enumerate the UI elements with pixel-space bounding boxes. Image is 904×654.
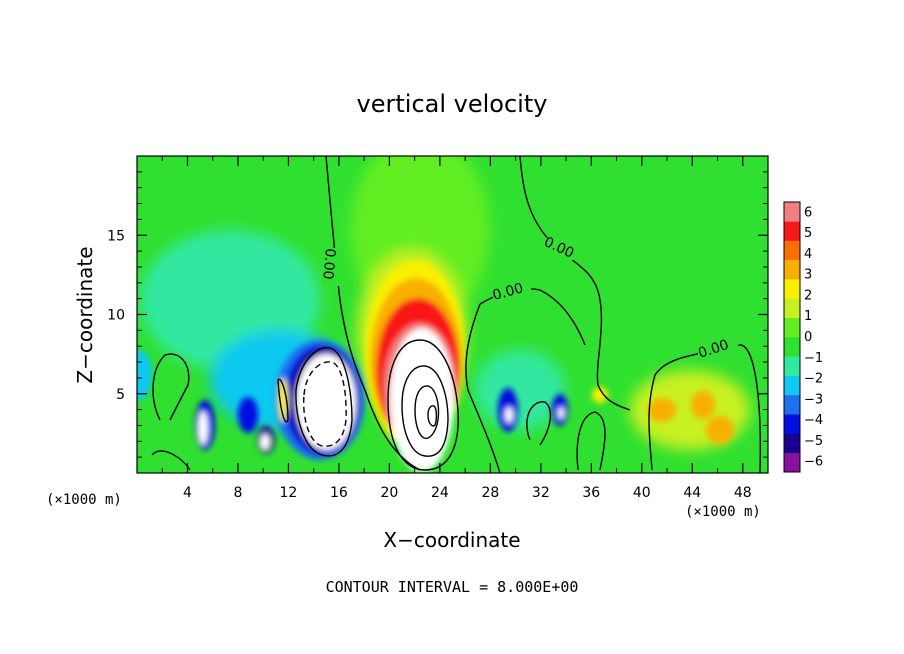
- colorbar-swatch: [784, 221, 800, 241]
- x-tick-label: 24: [431, 485, 449, 501]
- colorbar-swatch: [784, 317, 800, 338]
- y-axis-unit: (×1000 m): [46, 492, 122, 508]
- small-downdraft-3-core: [260, 434, 270, 450]
- colorbar-swatch: [784, 414, 800, 434]
- colorbar-tick-label: −2: [804, 372, 823, 387]
- contour-labels: 0.00 0.00 0.00 0.00: [319, 234, 738, 362]
- x-tick-label: 4: [183, 485, 192, 501]
- contour-label-bg-3: [493, 280, 531, 300]
- contour-label-1: 0.00: [319, 248, 338, 280]
- chart-title: vertical velocity: [357, 90, 548, 118]
- y-axis-ticks: 5 10 15: [107, 171, 768, 458]
- x-tick-label: 36: [582, 485, 600, 501]
- warm-orange-3: [706, 416, 734, 444]
- colorbar-swatch: [784, 394, 800, 415]
- x-axis-label: X−coordinate: [383, 528, 520, 552]
- colorbar-swatch: [784, 279, 800, 299]
- colorbar-tick-label: 0: [804, 330, 812, 345]
- y-axis-label: Z−coordinate: [73, 246, 97, 383]
- colorbar-tick-label: −6: [804, 455, 823, 470]
- small-downdraft-5-core: [558, 407, 564, 419]
- x-tick-label: 44: [683, 485, 701, 501]
- colorbar-tick-label: 2: [804, 288, 812, 303]
- colorbar-tick-label: 4: [804, 247, 812, 262]
- contour-label-bg-1: [322, 248, 344, 286]
- contour-label-bg-2: [542, 238, 580, 260]
- plot-area: 0.00 0.00 0.00 0.00: [137, 156, 768, 473]
- colorbar-tick-label: 6: [804, 205, 812, 220]
- contour-label-3: 0.00: [491, 280, 525, 304]
- colorbar-swatch: [784, 202, 800, 222]
- zero-contour-left-blob: [152, 353, 190, 421]
- updraft-contour-3: [414, 385, 440, 439]
- zero-contour-center-left: [325, 156, 421, 471]
- yellow-strip-contour: [277, 378, 289, 423]
- y-tick-label: 10: [107, 308, 125, 324]
- mid-cyan-patch: [475, 350, 565, 430]
- zero-contour-lower-blob: [576, 411, 606, 471]
- colorbar-tick-label: 3: [804, 268, 812, 283]
- colorbar-frame: [783, 201, 801, 473]
- downdraft-contour-dashed: [303, 361, 347, 447]
- updraft-contour-2: [401, 365, 449, 457]
- y-tick-label: 5: [116, 387, 125, 403]
- colorbar-tick-label: −5: [804, 434, 823, 449]
- x-axis-ticks: 4 8 12 16 20 24 28 32 36 40 44 48: [161, 156, 752, 501]
- small-downdraft-4-core: [505, 407, 513, 423]
- x-tick-label: 40: [633, 485, 651, 501]
- downdraft-white: [296, 354, 356, 450]
- field-sharp-layer: [137, 260, 734, 472]
- zero-contour-upper-right: [519, 156, 631, 411]
- left-edge-cyan: [137, 350, 152, 400]
- colorbar-swatch: [784, 452, 800, 473]
- updraft-strip-yellow: [278, 378, 288, 422]
- warm-orange-2: [691, 391, 715, 419]
- colorbar-swatch: [784, 337, 800, 357]
- colorbar-swatch: [784, 259, 800, 280]
- zero-contour-mid-blob: [526, 401, 552, 446]
- contour-interval-note: CONTOUR INTERVAL = 8.000E+00: [326, 578, 579, 596]
- x-tick-label: 16: [330, 485, 348, 501]
- updraft-white: [390, 328, 454, 472]
- x-tick-label: 20: [380, 485, 398, 501]
- colorbar-tick-label: 5: [804, 226, 812, 241]
- warm-yellow-4: [592, 387, 608, 403]
- colorbar-swatch: [784, 298, 800, 319]
- small-downdraft-2: [238, 397, 258, 433]
- small-downdraft-1-core: [198, 411, 208, 445]
- y-tick-label: 15: [107, 228, 125, 244]
- x-tick-label: 48: [734, 485, 752, 501]
- x-tick-label: 32: [532, 485, 550, 501]
- warm-orange-1: [648, 398, 676, 422]
- colorbar-swatch: [784, 375, 800, 396]
- colorbar: 6 5 4 3 2 1 0 −1 −2 −3 −4 −5 −6: [783, 201, 823, 473]
- zero-contour-center-right: [465, 303, 501, 473]
- x-tick-label: 28: [481, 485, 499, 501]
- x-tick-label: 8: [233, 485, 242, 501]
- colorbar-tick-label: −4: [804, 413, 823, 428]
- zero-contour-right-region: [648, 344, 762, 473]
- updraft-contour-4: [427, 405, 438, 427]
- colorbar-swatch: [784, 240, 800, 261]
- downdraft-contour-outer: [295, 346, 353, 457]
- colorbar-swatch: [784, 433, 800, 454]
- colorbar-swatch: [784, 356, 800, 376]
- x-tick-label: 12: [280, 485, 298, 501]
- x-axis-unit: (×1000 m): [685, 504, 761, 520]
- colorbar-tick-label: −1: [804, 351, 823, 366]
- colorbar-tick-label: −3: [804, 392, 823, 407]
- updraft-contour-1: [387, 339, 459, 471]
- colorbar-tick-label: 1: [804, 309, 812, 324]
- contour-label-bg-4: [698, 336, 738, 356]
